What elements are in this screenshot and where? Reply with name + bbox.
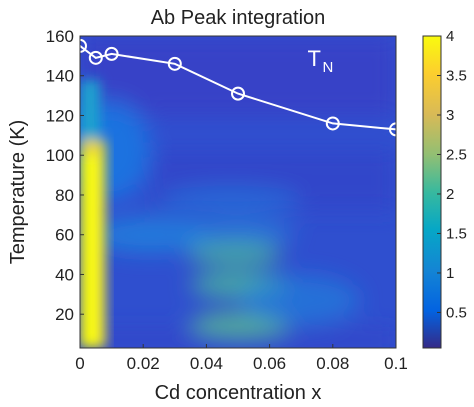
colorbar-tick-label: 1 xyxy=(446,265,454,282)
colorbar-tick-label: 4 xyxy=(446,28,454,45)
y-tick-label: 140 xyxy=(46,67,74,86)
tn-marker xyxy=(104,46,119,61)
colorbar-tick-label: 2 xyxy=(446,186,454,203)
y-tick-label: 100 xyxy=(46,146,74,165)
x-axis: 0 0.02 0.04 0.06 0.08 0.1 xyxy=(75,344,408,373)
plot-frame xyxy=(79,35,397,349)
heatmap-field xyxy=(80,36,396,348)
x-axis-label: Cd concentration x xyxy=(155,382,322,404)
x-tick-label: 0.1 xyxy=(384,354,408,373)
y-axis-label: Temperature (K) xyxy=(7,120,29,265)
y-tick-label: 60 xyxy=(55,226,74,245)
chart-title: Ab Peak integration xyxy=(151,7,326,29)
tn-marker xyxy=(88,50,103,65)
colorbar xyxy=(422,35,442,349)
tn-line xyxy=(79,45,397,131)
tn-marker xyxy=(325,116,340,131)
y-tick-label: 80 xyxy=(55,186,74,205)
x-tick-label: 0.04 xyxy=(190,354,223,373)
tn-annotation: T N xyxy=(308,46,334,76)
x-tick-label: 0 xyxy=(75,354,84,373)
y-tick-label: 20 xyxy=(55,305,74,324)
tn-marker xyxy=(167,56,182,71)
y-axis: 20 40 60 80 100 120 140 160 xyxy=(46,27,84,324)
heatmap-edge-band xyxy=(80,80,106,348)
tn-label-subscript: N xyxy=(323,59,334,76)
colorbar-tick-label: 2.5 xyxy=(446,146,467,163)
colorbar-tick-label: 1.5 xyxy=(446,225,467,242)
y-tick-label: 40 xyxy=(55,265,74,284)
y-tick-label: 160 xyxy=(46,27,74,46)
colorbar-tick-label: 0.5 xyxy=(446,304,467,321)
x-tick-label: 0.02 xyxy=(127,354,160,373)
x-tick-label: 0.06 xyxy=(253,354,286,373)
tn-label: T xyxy=(308,46,321,71)
colorbar-tick-label: 3.5 xyxy=(446,67,467,84)
colorbar-tick-label: 3 xyxy=(446,107,454,124)
tn-marker xyxy=(231,86,245,101)
y-tick-label: 120 xyxy=(46,106,74,125)
x-tick-label: 0.08 xyxy=(316,354,349,373)
colorbar-axis: 0.5 1 1.5 2 2.5 3 3.5 4 xyxy=(437,28,467,321)
